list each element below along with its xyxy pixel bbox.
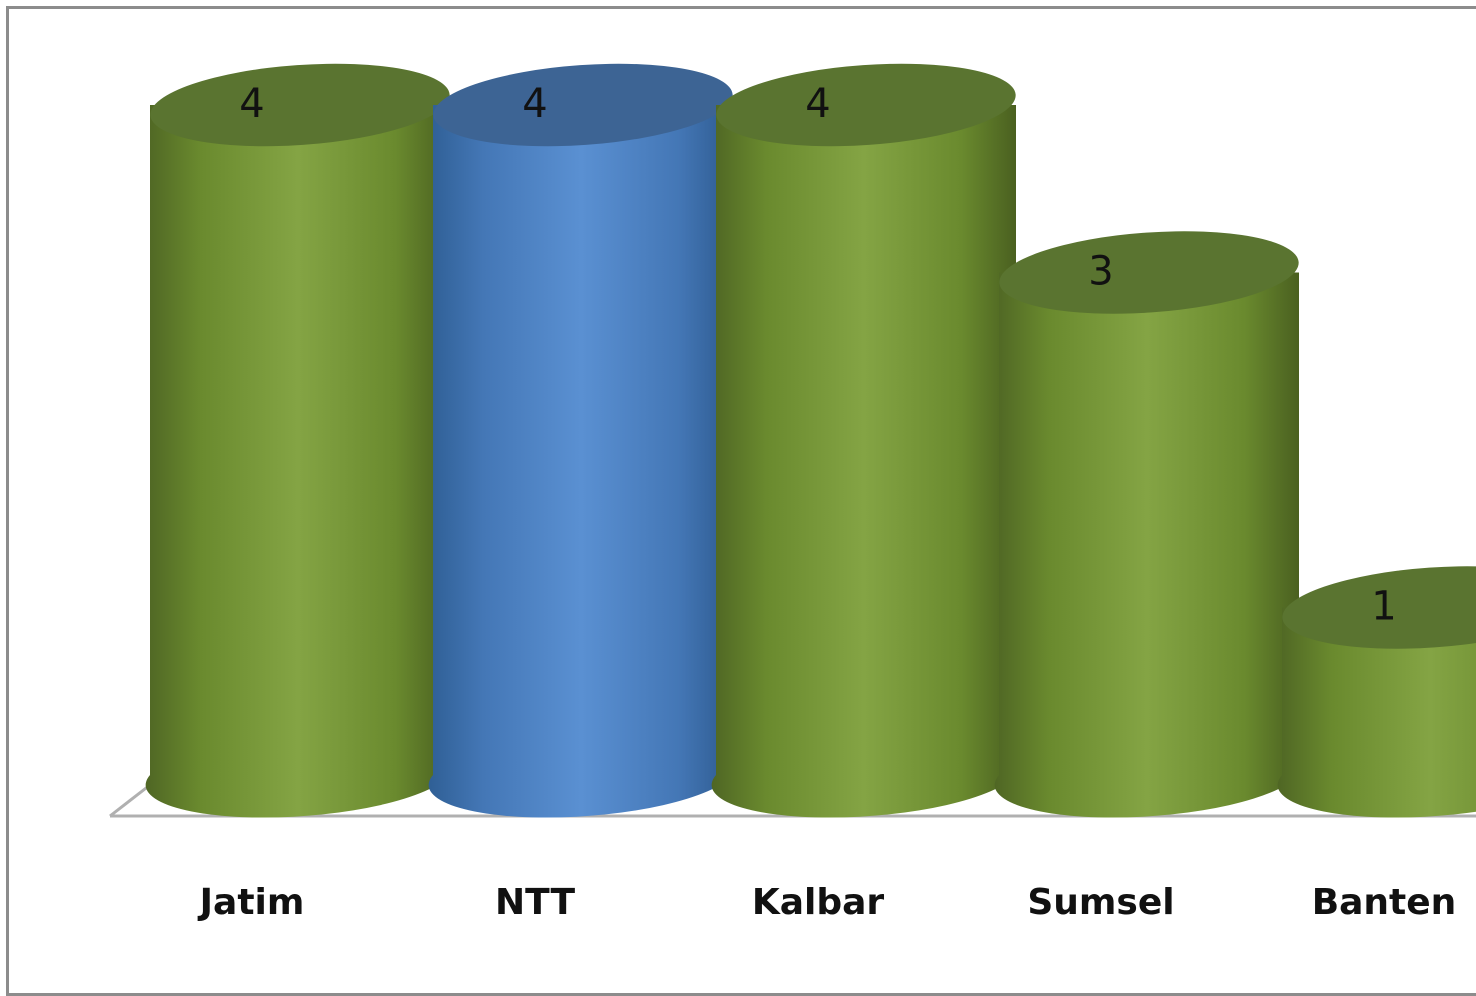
data-label-banten: 1 [1371, 584, 1396, 630]
category-label-jatim: Jatim [197, 882, 305, 923]
bar-body [994, 272, 1299, 818]
data-label-jatim: 4 [239, 81, 264, 127]
category-label-kalbar: Kalbar [752, 882, 885, 923]
bar-body [711, 105, 1016, 818]
bar-top-cap [150, 63, 450, 147]
bar-body [428, 105, 733, 818]
data-label-kalbar: 4 [805, 81, 830, 127]
bars-group [145, 63, 1476, 818]
bar-kalbar [711, 63, 1016, 818]
category-label-sumsel: Sumsel [1027, 882, 1174, 923]
bar-body [145, 105, 450, 818]
data-label-ntt: 4 [522, 81, 547, 127]
bar-sumsel [994, 231, 1299, 818]
bar-banten [1277, 566, 1476, 818]
bar-top-cap [433, 63, 733, 147]
bar-top-cap [1282, 566, 1476, 649]
data-label-sumsel: 3 [1088, 249, 1113, 295]
labels-group: 4 Jatim 4 NTT 4 Kalbar 3 Sumsel 1 Banten [197, 81, 1457, 923]
bar-ntt [428, 63, 733, 818]
bar-body [1277, 607, 1476, 818]
bar-jatim [145, 63, 450, 818]
bar-top-cap [716, 63, 1016, 147]
category-label-ntt: NTT [495, 882, 576, 923]
category-label-banten: Banten [1312, 882, 1457, 923]
bar-top-cap [999, 231, 1299, 314]
